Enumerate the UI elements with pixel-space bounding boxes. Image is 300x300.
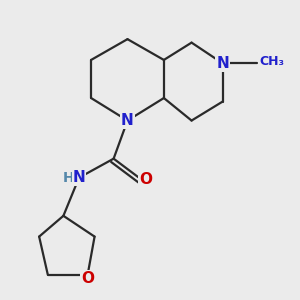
- Text: O: O: [81, 272, 94, 286]
- Text: O: O: [139, 172, 152, 187]
- Text: H: H: [63, 171, 74, 185]
- Text: N: N: [121, 113, 134, 128]
- Text: N: N: [73, 170, 85, 185]
- Text: CH₃: CH₃: [259, 55, 284, 68]
- Text: N: N: [216, 56, 229, 71]
